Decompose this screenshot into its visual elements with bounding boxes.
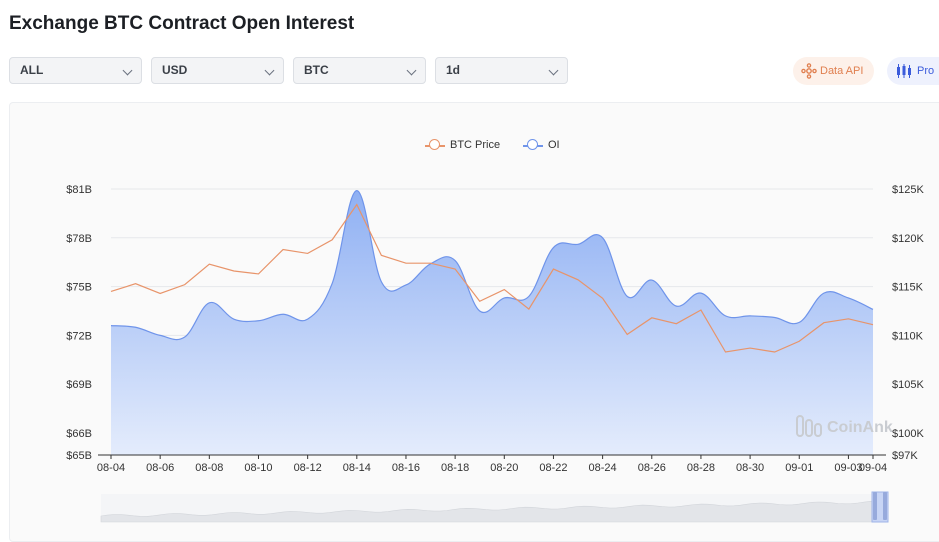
y-right-tick-label: $105K xyxy=(892,379,924,391)
x-tick-label: 08-14 xyxy=(343,462,371,474)
x-tick-label: 08-10 xyxy=(244,462,272,474)
zoom-handle-left xyxy=(873,492,877,520)
x-tick-label: 08-08 xyxy=(195,462,223,474)
y-right-tick-label: $120K xyxy=(892,233,924,245)
oi-area xyxy=(111,191,873,455)
y-left-tick-label: $81B xyxy=(66,184,92,196)
y-right-tick-label: $115K xyxy=(892,282,924,294)
x-tick-label: 08-30 xyxy=(736,462,764,474)
y-left-tick-label: $65B xyxy=(66,450,92,462)
y-left-tick-label: $69B xyxy=(66,379,92,391)
x-tick-label: 08-18 xyxy=(441,462,469,474)
x-tick-label: 09-01 xyxy=(785,462,813,474)
y-left-tick-label: $78B xyxy=(66,233,92,245)
y-right-tick-label: $110K xyxy=(892,330,924,342)
x-tick-label: 08-28 xyxy=(687,462,715,474)
x-tick-label: 08-22 xyxy=(539,462,567,474)
x-tick-label: 08-24 xyxy=(589,462,617,474)
x-tick-label: 08-16 xyxy=(392,462,420,474)
x-tick-label: 08-12 xyxy=(294,462,322,474)
zoom-slider[interactable] xyxy=(101,492,888,522)
x-tick-label: 08-26 xyxy=(638,462,666,474)
x-tick-label: 08-20 xyxy=(490,462,518,474)
y-left-tick-label: $66B xyxy=(66,428,92,440)
coinank-watermark: CoinAnk xyxy=(827,419,893,436)
oi-chart: $65B $97K $66B $100K $69B $105K $72B $110K $75B $… xyxy=(0,0,939,529)
y-right-tick-label: $100K xyxy=(892,428,924,440)
x-tick-label: 08-04 xyxy=(97,462,125,474)
y-left-tick-label: $75B xyxy=(66,282,92,294)
y-right-tick-label: $97K xyxy=(892,450,918,462)
x-tick-label: 08-06 xyxy=(146,462,174,474)
y-left-tick-label: $72B xyxy=(66,330,92,342)
y-right-tick-label: $125K xyxy=(892,184,924,196)
x-tick-label: 09-04 xyxy=(859,462,887,474)
zoom-handle-right xyxy=(883,492,887,520)
